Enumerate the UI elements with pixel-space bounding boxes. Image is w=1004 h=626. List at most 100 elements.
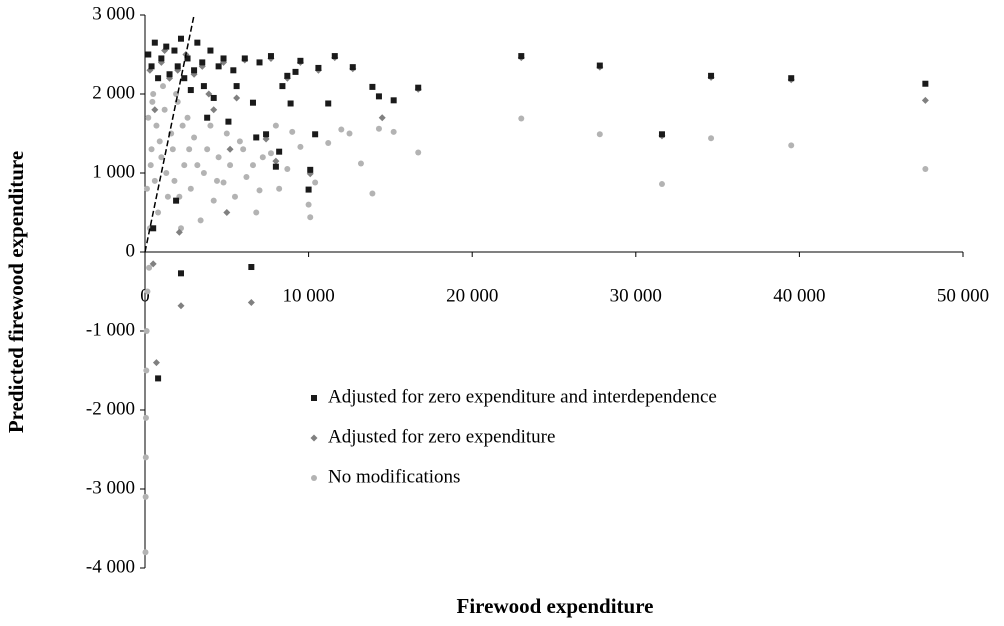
point [223, 209, 231, 216]
point [153, 122, 160, 129]
point [152, 359, 160, 367]
point [284, 72, 291, 79]
point [156, 138, 163, 145]
x-tick-label: 10 000 [282, 285, 334, 306]
point [233, 83, 240, 90]
point [297, 57, 304, 64]
point [287, 100, 294, 107]
point [230, 67, 237, 74]
point [210, 94, 217, 101]
point [305, 201, 312, 208]
point [158, 55, 165, 62]
point [155, 75, 162, 82]
point [922, 80, 929, 87]
y-tick-label: 0 [126, 240, 136, 261]
point [191, 134, 198, 141]
point [253, 209, 260, 216]
point [240, 146, 247, 153]
point [145, 51, 152, 58]
legend-marker [310, 434, 318, 442]
point [187, 185, 194, 192]
point [150, 91, 157, 97]
point [243, 173, 250, 180]
point [259, 154, 266, 161]
y-tick-label: 1 000 [92, 161, 135, 182]
point [272, 157, 280, 165]
point [148, 146, 155, 153]
point [204, 114, 211, 121]
point [315, 64, 322, 71]
point [142, 454, 149, 461]
point [150, 225, 157, 232]
point [921, 96, 929, 104]
point [289, 128, 296, 135]
point [181, 162, 188, 169]
point [415, 149, 422, 156]
point [142, 549, 149, 556]
point [215, 154, 222, 161]
x-tick-label: 20 000 [446, 285, 498, 306]
point [174, 63, 181, 70]
point [158, 154, 165, 161]
point [518, 115, 525, 122]
point [307, 214, 314, 221]
point [249, 99, 256, 106]
point [194, 162, 201, 169]
point [325, 100, 332, 107]
point [144, 288, 151, 295]
point [163, 170, 170, 176]
y-tick-label: 2 000 [92, 82, 135, 103]
point [147, 162, 154, 169]
point [390, 128, 397, 135]
y-tick-label: -3 000 [86, 477, 135, 498]
point [272, 122, 279, 129]
point [163, 43, 170, 50]
point [164, 193, 171, 200]
point [200, 170, 207, 176]
point [197, 217, 204, 224]
point [276, 148, 283, 155]
y-tick-label: -4 000 [86, 556, 135, 577]
point [658, 181, 665, 188]
point [708, 72, 715, 79]
point [922, 166, 929, 173]
point [788, 75, 795, 82]
point [263, 131, 270, 138]
point [145, 114, 152, 121]
point [155, 375, 162, 382]
point [223, 130, 230, 137]
x-tick-label: 40 000 [773, 285, 825, 306]
point [204, 146, 211, 153]
legend-marker [311, 395, 317, 401]
y-tick-label: -2 000 [86, 398, 135, 419]
point [207, 122, 214, 129]
point [151, 39, 158, 46]
point [325, 139, 332, 146]
point [369, 83, 376, 90]
point [148, 63, 155, 70]
point [369, 190, 376, 197]
point [241, 55, 248, 62]
point [142, 493, 149, 500]
point [518, 53, 525, 60]
point [231, 193, 238, 200]
point [177, 302, 185, 310]
point [181, 75, 188, 82]
x-tick-label: 30 000 [610, 285, 662, 306]
point [143, 185, 150, 192]
legend-label: Adjusted for zero expenditure [328, 426, 555, 447]
legend-marker [311, 475, 317, 481]
point [788, 142, 795, 149]
point [227, 162, 234, 169]
point [191, 67, 198, 74]
point [226, 145, 234, 153]
point [312, 131, 319, 138]
point [312, 179, 319, 186]
point [596, 131, 603, 138]
point [331, 53, 338, 60]
point [200, 83, 207, 90]
point [338, 126, 345, 133]
point [149, 260, 157, 268]
point [187, 87, 194, 94]
